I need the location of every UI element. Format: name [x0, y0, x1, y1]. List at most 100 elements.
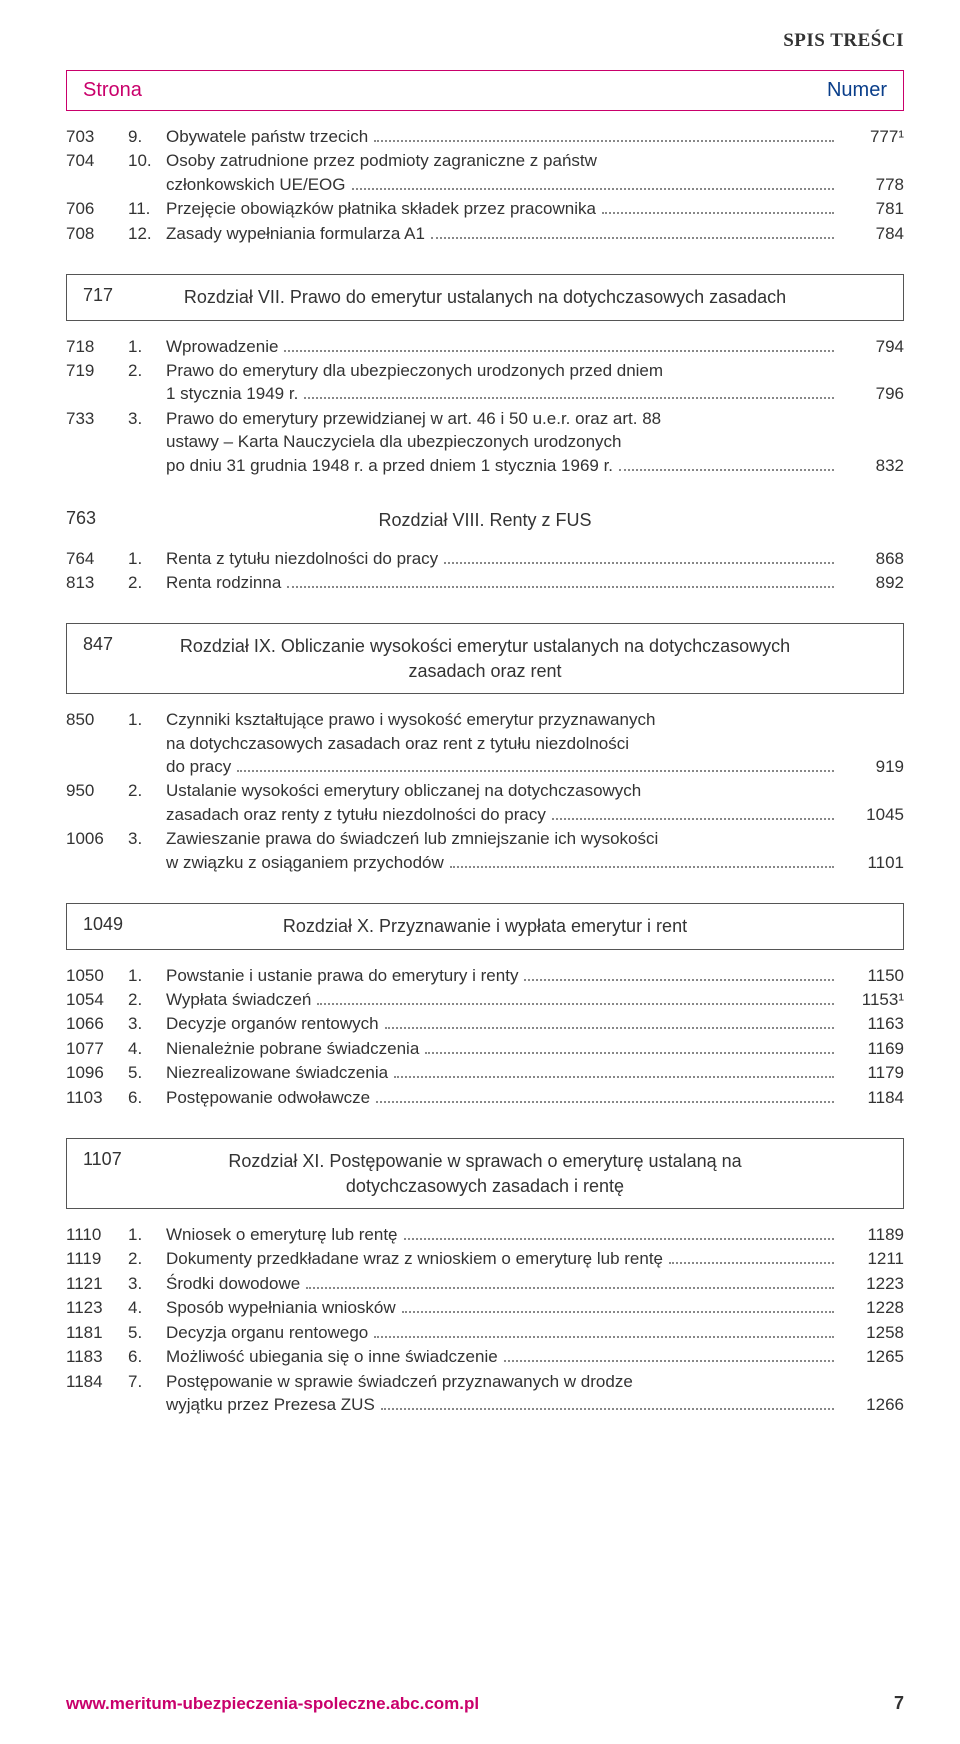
col-numer: 777¹: [840, 125, 904, 148]
chapter-strona: 847: [83, 634, 145, 655]
col-ordinal: 4.: [128, 1296, 166, 1319]
chapter-row: 1049Rozdział X. Przyznawanie i wypłata e…: [83, 914, 887, 938]
leader-dots: [402, 1298, 834, 1313]
col-title: Zasady wypełniania formularza A1: [166, 222, 840, 245]
title-text: do pracy: [166, 755, 231, 778]
title-text: w związku z osiąganiem przychodów: [166, 851, 444, 874]
toc-body: 7039.Obywatele państw trzecich777¹70410.…: [66, 125, 904, 1429]
leader-dots: [404, 1225, 835, 1240]
col-strona: 813: [66, 571, 128, 594]
title-text: na dotychczasowych zasadach oraz rent z …: [166, 732, 629, 755]
col-numer: 1265: [840, 1345, 904, 1368]
col-ordinal: 1.: [128, 547, 166, 570]
title-line: członkowskich UE/EOG: [166, 173, 840, 196]
title-text: ustawy – Karta Nauczyciela dla ubezpiecz…: [166, 430, 621, 453]
toc-row: 7039.Obywatele państw trzecich777¹: [66, 125, 904, 148]
title-text: Prawo do emerytury dla ubezpieczonych ur…: [166, 359, 663, 382]
col-title: Prawo do emerytury dla ubezpieczonych ur…: [166, 359, 840, 406]
col-title: Renta z tytułu niezdolności do pracy: [166, 547, 840, 570]
leader-dots: [431, 224, 834, 239]
leader-dots: [524, 965, 834, 980]
title-line: Prawo do emerytury przewidzianej w art. …: [166, 407, 840, 430]
title-text: Wniosek o emeryturę lub rentę: [166, 1223, 398, 1246]
toc-row: 7333.Prawo do emerytury przewidzianej w …: [66, 407, 904, 477]
chapter-title: Rozdział VIII. Renty z FUS: [128, 508, 842, 532]
toc-row: 70410.Osoby zatrudnione przez podmioty z…: [66, 149, 904, 196]
col-numer: 1101: [840, 851, 904, 874]
title-line: Postępowanie w sprawie świadczeń przyzna…: [166, 1370, 840, 1393]
col-strona: 1119: [66, 1247, 128, 1270]
col-ordinal: 11.: [128, 197, 166, 220]
leader-dots: [237, 757, 834, 772]
leader-dots: [669, 1249, 834, 1264]
header-numer: Numer: [827, 79, 887, 102]
title-line: wyjątku przez Prezesa ZUS: [166, 1393, 840, 1416]
col-ordinal: 2.: [128, 988, 166, 1011]
toc-row: 8501.Czynniki kształtujące prawo i wysok…: [66, 708, 904, 778]
chapter-row: 717Rozdział VII. Prawo do emerytur ustal…: [83, 285, 887, 309]
col-numer: 1228: [840, 1296, 904, 1319]
toc-row: 70812.Zasady wypełniania formularza A178…: [66, 222, 904, 245]
title-text: Powstanie i ustanie prawa do emerytury i…: [166, 964, 518, 987]
title-line: Ustalanie wysokości emerytury obliczanej…: [166, 779, 840, 802]
chapter-title: Rozdział VII. Prawo do emerytur ustalany…: [145, 285, 825, 309]
leader-dots: [306, 1273, 834, 1288]
col-ordinal: 2.: [128, 779, 166, 802]
toc-row: 11847.Postępowanie w sprawie świadczeń p…: [66, 1370, 904, 1417]
col-ordinal: 1.: [128, 1223, 166, 1246]
chapter-box: 1107Rozdział XI. Postępowanie w sprawach…: [66, 1138, 904, 1209]
title-line: po dniu 31 grudnia 1948 r. a przed dniem…: [166, 454, 840, 477]
col-numer: 1189: [840, 1223, 904, 1246]
toc-row: 10542.Wypłata świadczeń1153¹: [66, 988, 904, 1011]
group-gap: [66, 1110, 904, 1122]
chapter-strona: 717: [83, 285, 145, 306]
title-text: Renta z tytułu niezdolności do pracy: [166, 547, 438, 570]
toc-row: 8132.Renta rodzinna892: [66, 571, 904, 594]
title-text: Decyzje organów rentowych: [166, 1012, 379, 1035]
col-ordinal: 10.: [128, 149, 166, 172]
col-numer: 1179: [840, 1061, 904, 1084]
toc-row: 7641.Renta z tytułu niezdolności do prac…: [66, 547, 904, 570]
col-numer: 1163: [840, 1012, 904, 1035]
toc-row: 70611.Przejęcie obowiązków płatnika skła…: [66, 197, 904, 220]
col-strona: 950: [66, 779, 128, 802]
leader-dots: [444, 548, 834, 563]
col-title: Wprowadzenie: [166, 335, 840, 358]
col-numer: 1150: [840, 964, 904, 987]
chapter-strona: 1049: [83, 914, 145, 935]
col-numer: 1211: [840, 1247, 904, 1270]
col-strona: 1103: [66, 1086, 128, 1109]
col-title: Przejęcie obowiązków płatnika składek pr…: [166, 197, 840, 220]
col-strona: 708: [66, 222, 128, 245]
toc-row: 10501.Powstanie i ustanie prawa do emery…: [66, 964, 904, 987]
title-text: wyjątku przez Prezesa ZUS: [166, 1393, 375, 1416]
col-numer: 1223: [840, 1272, 904, 1295]
col-strona: 733: [66, 407, 128, 430]
page: SPIS TREŚCI Strona Numer 7039.Obywatele …: [0, 0, 960, 1744]
col-strona: 718: [66, 335, 128, 358]
footer-url: www.meritum-ubezpieczenia-spoleczne.abc.…: [66, 1694, 479, 1714]
toc-row: 11836.Możliwość ubiegania się o inne świ…: [66, 1345, 904, 1368]
col-ordinal: 6.: [128, 1345, 166, 1368]
title-line: Osoby zatrudnione przez podmioty zagrani…: [166, 149, 840, 172]
col-strona: 1054: [66, 988, 128, 1011]
chapter-box: 717Rozdział VII. Prawo do emerytur ustal…: [66, 274, 904, 320]
title-text: Zawieszanie prawa do świadczeń lub zmnie…: [166, 827, 658, 850]
chapter-title: Rozdział XI. Postępowanie w sprawach o e…: [145, 1149, 825, 1198]
col-ordinal: 1.: [128, 708, 166, 731]
title-text: Nienależnie pobrane świadczenia: [166, 1037, 419, 1060]
col-ordinal: 2.: [128, 571, 166, 594]
col-numer: 919: [840, 755, 904, 778]
col-strona: 706: [66, 197, 128, 220]
col-title: Dokumenty przedkładane wraz z wnioskiem …: [166, 1247, 840, 1270]
col-title: Nienależnie pobrane świadczenia: [166, 1037, 840, 1060]
leader-dots: [425, 1039, 834, 1054]
col-numer: 868: [840, 547, 904, 570]
chapter-title: Rozdział X. Przyznawanie i wypłata emery…: [145, 914, 825, 938]
col-numer: 796: [840, 382, 904, 405]
leader-dots: [317, 990, 834, 1005]
leader-dots: [374, 1322, 834, 1337]
col-numer: 778: [840, 173, 904, 196]
col-strona: 764: [66, 547, 128, 570]
leader-dots: [284, 336, 834, 351]
